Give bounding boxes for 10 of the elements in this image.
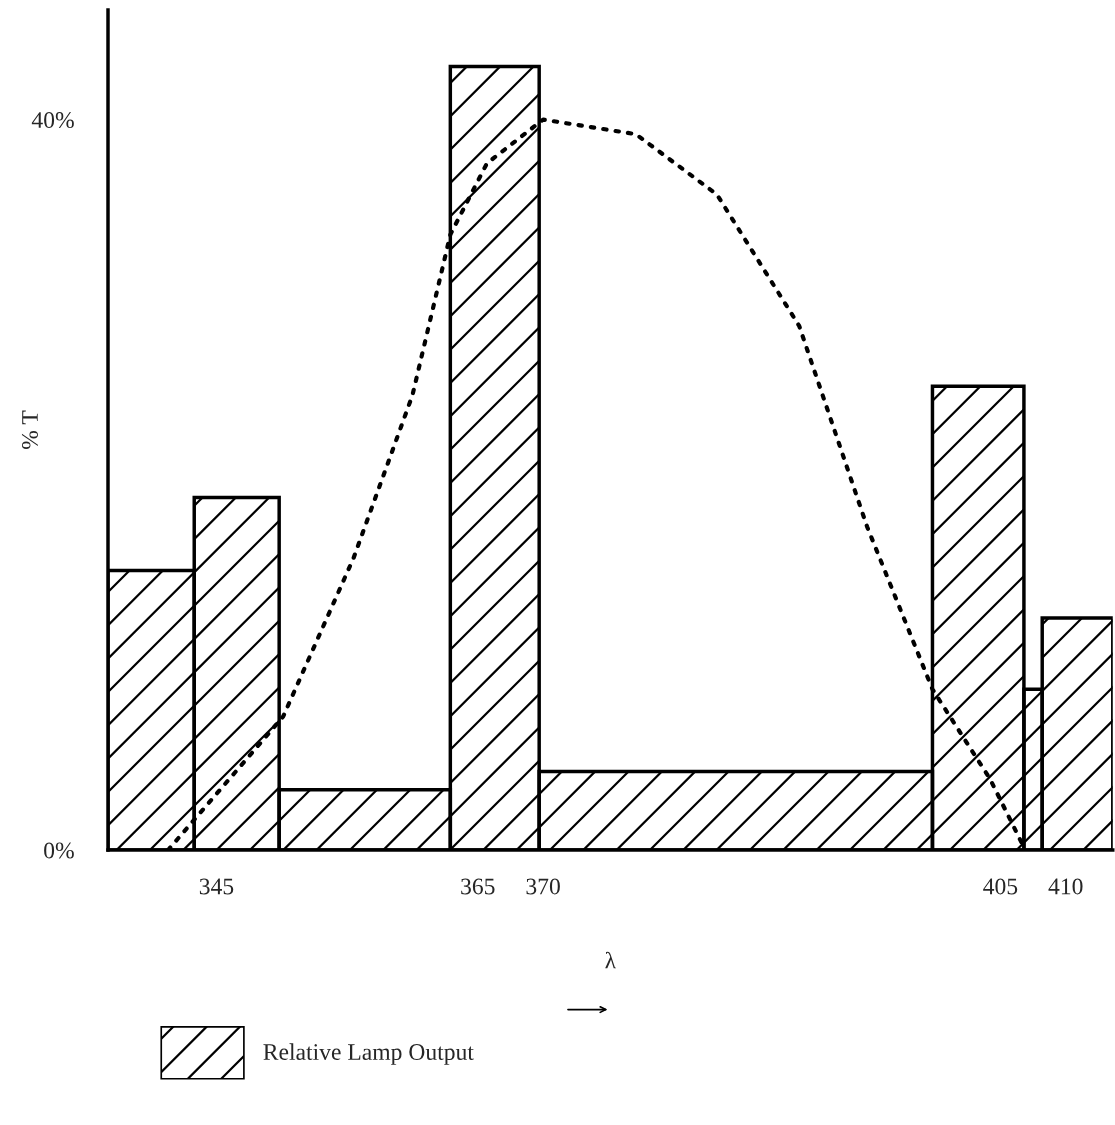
x-tick-label: 370 (526, 878, 560, 895)
x-tick-label: 365 (461, 878, 495, 895)
y-tick-label: 40% (31, 112, 74, 129)
legend-label: Relative Lamp Output (263, 1043, 474, 1065)
x-axis-title: λ (605, 951, 616, 969)
x-tick-label: 410 (1048, 878, 1083, 895)
y-tick-label: 0% (44, 842, 74, 859)
y-axis-title: % T (21, 410, 38, 449)
x-tick-label: 345 (199, 878, 234, 895)
x-tick-label: 405 (983, 878, 1018, 895)
